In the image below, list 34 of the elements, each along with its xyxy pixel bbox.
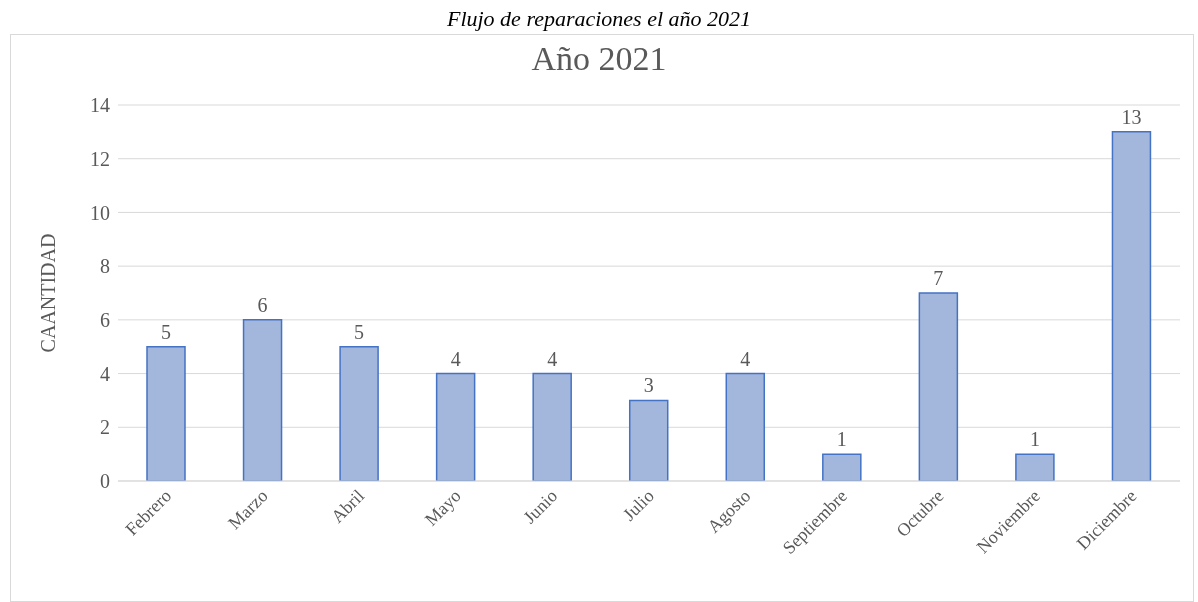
y-tick-label: 0	[100, 470, 110, 493]
bar	[146, 345, 186, 481]
bar	[822, 453, 862, 481]
data-label: 7	[933, 267, 944, 289]
data-label: 5	[354, 320, 365, 343]
data-label: 4	[547, 347, 558, 370]
bar	[242, 319, 283, 481]
bar	[918, 292, 959, 481]
data-label: 1	[1029, 428, 1040, 451]
chart-title: Año 2021	[530, 40, 668, 78]
data-label: 6	[257, 293, 268, 316]
bar	[435, 372, 476, 481]
x-tick-label: Julio	[618, 485, 658, 525]
bar	[532, 372, 572, 481]
y-tick-label: 2	[100, 416, 110, 439]
bar	[1111, 131, 1152, 481]
y-tick-label: 14	[90, 94, 110, 117]
data-label: 4	[450, 347, 461, 370]
data-label: 1	[836, 428, 847, 451]
y-axis-title: CAANTIDAD	[37, 233, 60, 353]
data-label: 3	[643, 374, 654, 397]
bar	[339, 345, 379, 481]
data-label: 5	[161, 320, 171, 343]
bar	[628, 399, 669, 481]
bar	[1015, 453, 1055, 481]
y-tick-label: 4	[100, 362, 110, 385]
data-label: 4	[740, 347, 751, 370]
y-tick-label: 8	[100, 255, 110, 278]
data-label: 13	[1121, 105, 1142, 128]
bar	[725, 372, 766, 481]
y-tick-label: 12	[90, 147, 110, 170]
y-tick-label: 10	[90, 201, 110, 224]
text: Flujo de reparaciones el año 2021	[445, 6, 753, 32]
y-tick-label: 6	[100, 308, 110, 331]
